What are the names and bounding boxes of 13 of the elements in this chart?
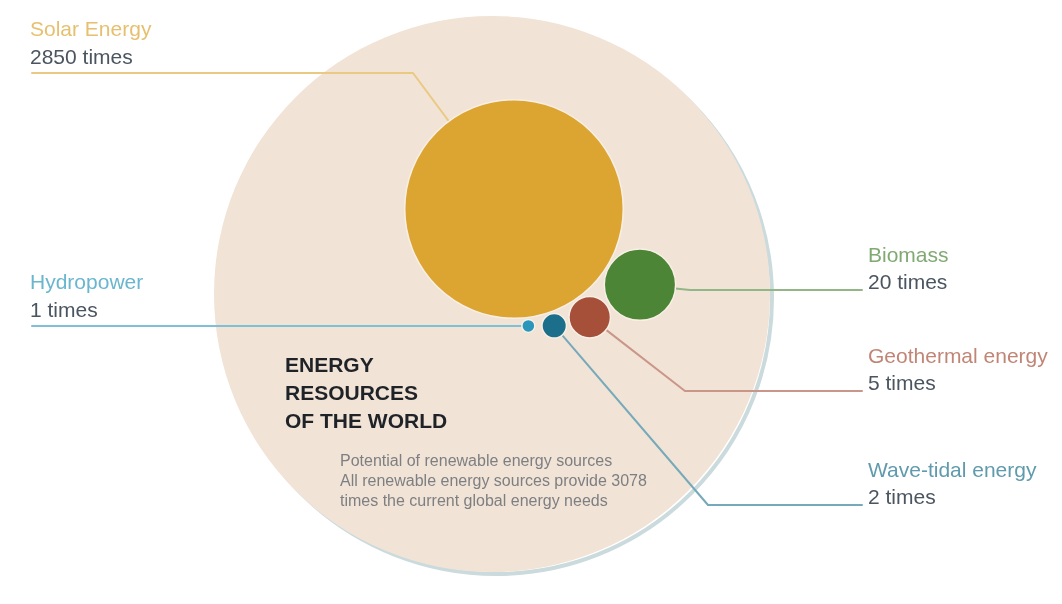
category-label: Geothermal energy: [868, 344, 1049, 367]
data-label: 2850 times: [30, 45, 133, 68]
data-label: 1 times: [30, 298, 98, 321]
category-label: Hydropower: [30, 270, 144, 293]
text: All renewable energy sources provide 3078 times the current global energy needs: [340, 471, 648, 511]
data-label: 2 times: [868, 485, 936, 508]
data-label: 20 times: [868, 270, 948, 293]
category-label: Solar Energy: [30, 17, 152, 40]
text: Potential of renewable energy sources: [340, 451, 614, 471]
data-label: 5 times: [868, 371, 936, 394]
category-label: Biomass: [868, 243, 949, 266]
category-label: Wave-tidal energy: [868, 458, 1037, 481]
text: ENERGY RESOURCES OF THE WORLD: [285, 352, 449, 434]
